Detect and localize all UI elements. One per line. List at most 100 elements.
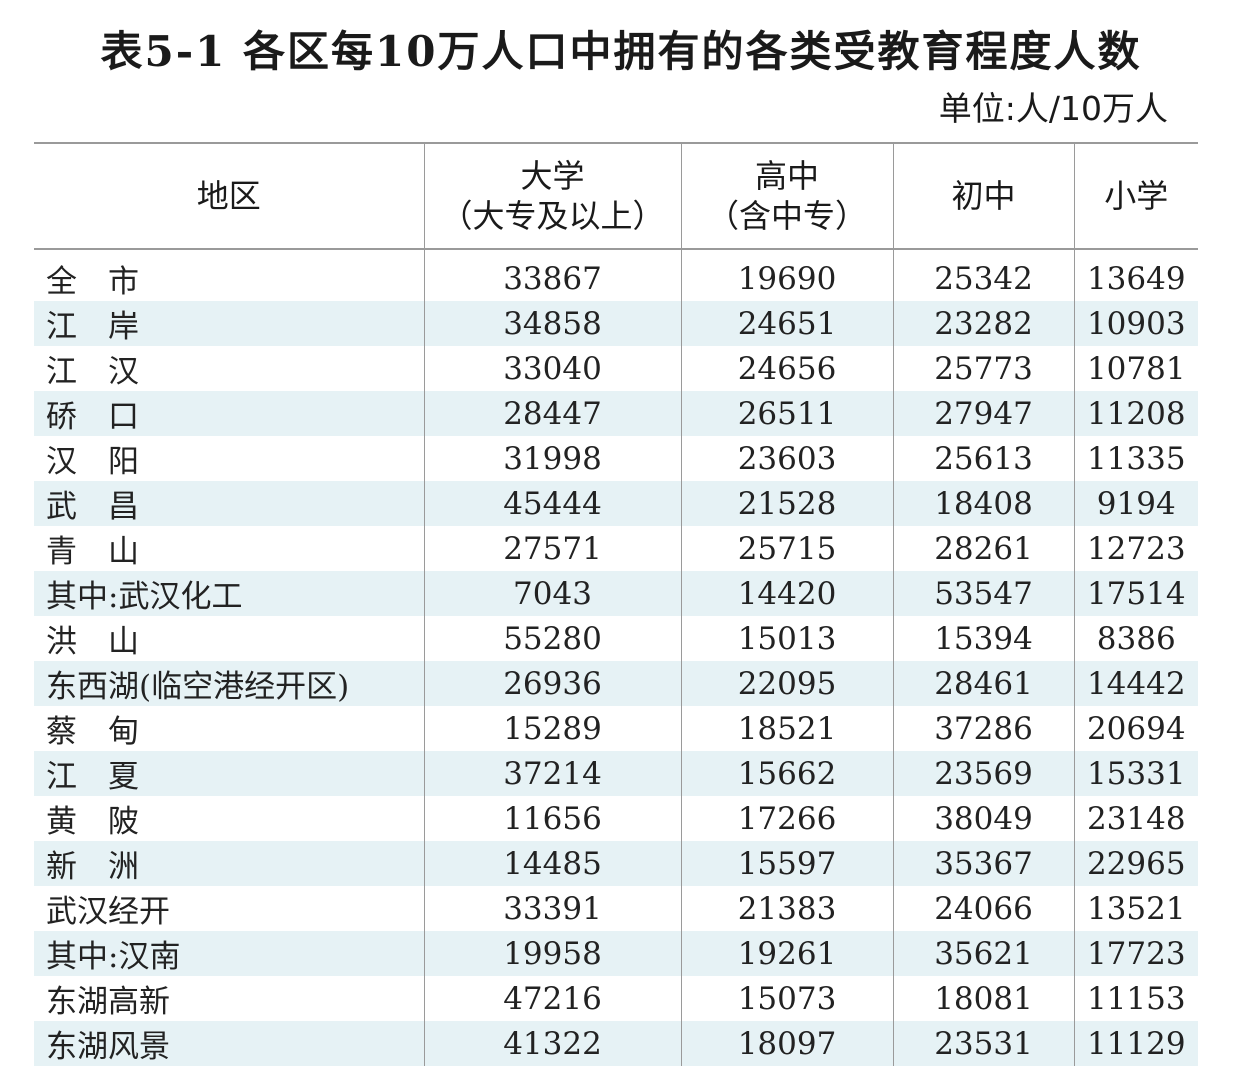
header-junior: 初中 (892, 142, 1074, 250)
region-cell: 江 岸 (34, 301, 424, 346)
header-primary: 小学 (1073, 142, 1198, 250)
primary-cell: 11129 (1073, 1021, 1198, 1066)
university-cell: 55280 (423, 616, 681, 661)
table-row: 江 汉 33040 24656 25773 10781 (34, 346, 1198, 391)
junior-cell: 18081 (892, 976, 1074, 1021)
region-cell: 其中:武汉化工 (34, 571, 424, 616)
primary-cell: 20694 (1073, 706, 1198, 751)
region-cell: 东西湖(临空港经开区) (34, 661, 424, 706)
table-title: 表5-1 各区每10万人口中拥有的各类受教育程度人数 (100, 27, 1142, 76)
header-university-line1: 大学 (520, 157, 585, 195)
primary-cell: 17723 (1073, 931, 1198, 976)
table-row: 东西湖(临空港经开区) 26936 22095 28461 14442 (34, 661, 1198, 706)
table-row: 武 昌 45444 21528 18408 9194 (34, 481, 1198, 526)
primary-cell: 17514 (1073, 571, 1198, 616)
university-cell: 47216 (423, 976, 681, 1021)
primary-cell: 11208 (1073, 391, 1198, 436)
highschool-cell: 19261 (680, 931, 893, 976)
university-cell: 33040 (423, 346, 681, 391)
region-cell: 东湖风景 (34, 1021, 424, 1066)
header-highschool-line2: （含中专） (706, 197, 867, 235)
region-cell: 武 昌 (34, 481, 424, 526)
junior-cell: 24066 (892, 886, 1074, 931)
header-region-label: 地区 (196, 177, 261, 215)
header-university: 大学 （大专及以上） (423, 142, 681, 250)
primary-cell: 9194 (1073, 481, 1198, 526)
region-cell: 黄 陂 (46, 804, 139, 840)
university-cell: 27571 (423, 526, 681, 571)
university-cell: 15289 (423, 706, 681, 751)
header-row: 地区 大学 （大专及以上） 高中 （含中专） 初中 小学 (34, 142, 1198, 250)
junior-cell: 53547 (892, 571, 1074, 616)
region-cell: 洪 山 (46, 624, 139, 660)
primary-cell: 12723 (1073, 526, 1198, 571)
highschool-cell: 19690 (680, 249, 893, 301)
region-cell: 全 市 (46, 264, 139, 300)
region-cell: 其中:汉南 (34, 931, 424, 976)
highschool-cell: 14420 (680, 571, 893, 616)
highschool-cell: 21528 (680, 481, 893, 526)
table-body: 全 市 33867 19690 25342 13649 江 岸 34858 24651 2328… (34, 249, 1198, 1066)
region-cell: 新 洲 (34, 841, 424, 886)
education-table: 地区 大学 （大专及以上） 高中 （含中专） 初中 小学 全 市 33867 196… (34, 142, 1198, 1066)
highschool-cell: 15073 (680, 976, 893, 1021)
highschool-cell: 22095 (680, 661, 893, 706)
junior-cell: 27947 (892, 391, 1074, 436)
university-cell: 19958 (423, 931, 681, 976)
highschool-cell: 23603 (680, 436, 893, 481)
primary-cell: 8386 (1073, 616, 1198, 661)
header-junior-label: 初中 (951, 177, 1016, 215)
highschool-cell: 18097 (680, 1021, 893, 1066)
university-cell: 14485 (423, 841, 681, 886)
junior-cell: 37286 (892, 706, 1074, 751)
highschool-cell: 24656 (680, 346, 893, 391)
junior-cell: 23531 (892, 1021, 1074, 1066)
header-highschool: 高中 （含中专） (680, 142, 893, 250)
table-row: 蔡 甸 15289 18521 37286 20694 (34, 706, 1198, 751)
primary-cell: 11153 (1073, 976, 1198, 1021)
primary-cell: 15331 (1073, 751, 1198, 796)
junior-cell: 25773 (892, 346, 1074, 391)
junior-cell: 23569 (892, 751, 1074, 796)
university-cell: 37214 (423, 751, 681, 796)
region-cell: 汉 阳 (46, 444, 139, 480)
university-cell: 33391 (423, 886, 681, 931)
header-highschool-line1: 高中 (754, 157, 819, 195)
highschool-cell: 17266 (680, 796, 893, 841)
region-cell: 江 汉 (46, 354, 139, 390)
university-cell: 28447 (423, 391, 681, 436)
primary-cell: 22965 (1073, 841, 1198, 886)
highschool-cell: 15597 (680, 841, 893, 886)
table-row: 新 洲 14485 15597 35367 22965 (34, 841, 1198, 886)
table-row: 东湖高新 47216 15073 18081 11153 (34, 976, 1198, 1021)
junior-cell: 15394 (892, 616, 1074, 661)
university-cell: 7043 (423, 571, 681, 616)
university-cell: 34858 (423, 301, 681, 346)
university-cell: 41322 (423, 1021, 681, 1066)
junior-cell: 35367 (892, 841, 1074, 886)
region-cell: 东湖高新 (46, 984, 170, 1020)
junior-cell: 25613 (892, 436, 1074, 481)
junior-cell: 28461 (892, 661, 1074, 706)
highschool-cell: 24651 (680, 301, 893, 346)
university-cell: 11656 (423, 796, 681, 841)
header-university-line2: （大专及以上） (440, 197, 665, 235)
region-cell: 武汉经开 (46, 894, 170, 930)
table-row: 黄 陂 11656 17266 38049 23148 (34, 796, 1198, 841)
junior-cell: 38049 (892, 796, 1074, 841)
primary-cell: 10781 (1073, 346, 1198, 391)
primary-cell: 13649 (1073, 249, 1198, 301)
table-row: 其中:武汉化工 7043 14420 53547 17514 (34, 571, 1198, 616)
table-row: 其中:汉南 19958 19261 35621 17723 (34, 931, 1198, 976)
primary-cell: 23148 (1073, 796, 1198, 841)
junior-cell: 35621 (892, 931, 1074, 976)
primary-cell: 14442 (1073, 661, 1198, 706)
highschool-cell: 15662 (680, 751, 893, 796)
header-primary-label: 小学 (1104, 177, 1169, 215)
highschool-cell: 25715 (680, 526, 893, 571)
table-row: 硚 口 28447 26511 27947 11208 (34, 391, 1198, 436)
table-row: 青 山 27571 25715 28261 12723 (34, 526, 1198, 571)
region-cell: 青 山 (46, 534, 139, 570)
table-row: 武汉经开 33391 21383 24066 13521 (34, 886, 1198, 931)
highschool-cell: 26511 (680, 391, 893, 436)
